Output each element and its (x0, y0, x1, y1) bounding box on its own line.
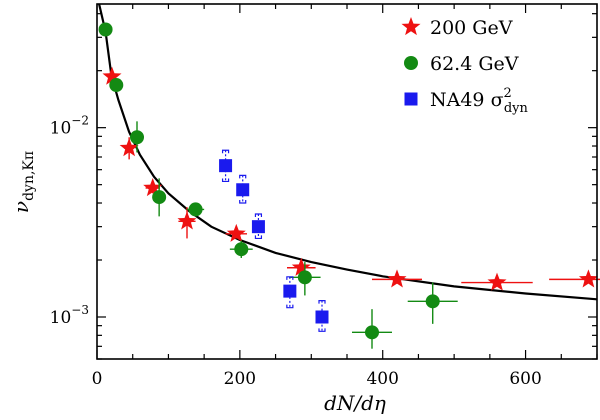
data-point-circle (297, 270, 312, 285)
y-tick-label: 10−2 (50, 114, 89, 139)
data-point-star (177, 211, 197, 230)
data-point-star (102, 66, 122, 85)
data-point-circle (98, 22, 113, 37)
x-tick-label: 600 (509, 369, 541, 389)
data-point-square (283, 284, 297, 298)
legend-label: 200 GeV (430, 17, 513, 39)
data-points-layer (98, 22, 600, 349)
error-cap-bottom (286, 304, 294, 309)
data-point-circle (188, 202, 203, 217)
data-point-circle (365, 325, 379, 340)
error-cap-bottom (221, 178, 230, 183)
axis-ticks (96, 4, 598, 360)
x-tick-label: 400 (366, 369, 398, 389)
svg-text:νdyn,Kπ: νdyn,Kπ (9, 151, 37, 213)
legend-label: 62.4 GeV (430, 53, 519, 75)
series-square (219, 149, 329, 332)
data-point-circle (425, 294, 440, 309)
tick-labels: 0 200 400 600 10−2 10−3 (50, 114, 542, 389)
data-point-star (143, 178, 163, 197)
y-axis-label-main: ν (9, 201, 33, 213)
data-point-circle (130, 130, 144, 145)
data-point-circle (234, 242, 249, 257)
legend-label: NA49 σ2 dyn (430, 86, 528, 116)
series-star (102, 66, 600, 291)
error-cap-top (286, 276, 294, 280)
legend-marker-square (404, 92, 418, 106)
error-cap-bottom (239, 200, 247, 204)
error-cap-top (318, 300, 326, 304)
data-point-star (226, 223, 246, 242)
data-point-star (119, 138, 139, 157)
data-point-star (578, 269, 598, 288)
error-cap-bottom (318, 328, 326, 332)
data-point-circle (152, 190, 167, 205)
error-cap-top (239, 174, 247, 179)
y-axis-label-subscript: dyn,Kπ (21, 151, 37, 201)
data-point-circle (109, 78, 124, 93)
x-axis-label: dN/dη (324, 391, 386, 415)
data-point-star (487, 272, 507, 291)
legend-marker-star (401, 17, 421, 36)
legend: 200 GeV 62.4 GeV NA49 σ2 dyn (401, 17, 528, 116)
error-cap-top (221, 149, 230, 154)
x-tick-label: 0 (92, 369, 103, 389)
y-tick-label: 10−3 (50, 303, 89, 328)
data-point-star (387, 269, 407, 288)
data-point-square (251, 220, 265, 234)
plot-frame (96, 3, 598, 360)
y-axis-label: νdyn,Kπ (9, 151, 37, 213)
fit-curve (98, 3, 598, 301)
legend-marker-circle (404, 56, 418, 70)
data-point-square (315, 310, 329, 324)
data-point-square (219, 159, 233, 173)
error-cap-top (254, 213, 263, 217)
fit-curve-layer (98, 3, 598, 301)
series-circle (98, 22, 458, 349)
error-cap-bottom (254, 235, 263, 240)
data-point-square (236, 183, 250, 197)
data-point-star (291, 257, 311, 276)
x-tick-label: 200 (224, 369, 256, 389)
